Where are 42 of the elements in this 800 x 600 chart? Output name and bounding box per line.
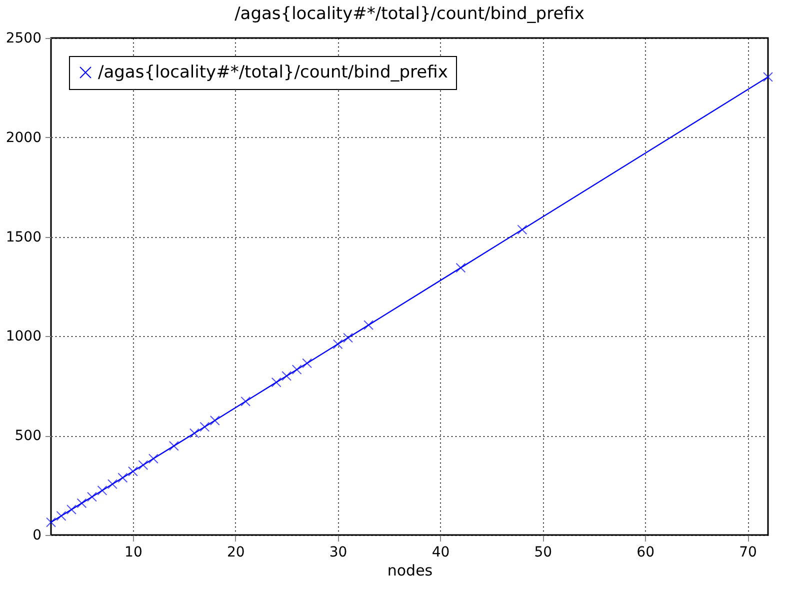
x-tick-label: 70 — [739, 544, 757, 560]
y-tick-label: 2000 — [6, 130, 42, 146]
y-tick-label: 500 — [14, 428, 42, 444]
point — [66, 504, 76, 515]
x-tick-label: 20 — [226, 544, 245, 560]
point — [148, 454, 158, 464]
legend-label: /agas{locality#*/total}/count/bind_prefix — [98, 62, 448, 82]
point — [189, 428, 200, 438]
point — [343, 332, 354, 343]
point — [282, 370, 292, 381]
x-tick-label: 30 — [329, 544, 348, 560]
point — [76, 498, 87, 508]
point — [200, 422, 210, 432]
y-tick-label: 1500 — [6, 229, 42, 246]
x-tick-label: 50 — [534, 544, 552, 560]
point — [56, 510, 66, 521]
point — [210, 416, 220, 426]
point — [292, 364, 302, 375]
point — [118, 472, 128, 483]
x-tick-label: 60 — [636, 544, 654, 560]
point — [46, 517, 56, 528]
point — [138, 460, 148, 470]
x-tick-label: 10 — [124, 544, 142, 560]
y-tick-label: 0 — [32, 528, 42, 544]
point — [302, 358, 312, 368]
chart-title: /agas{locality#*/total}/count/bind_prefix — [234, 4, 584, 24]
point — [517, 224, 528, 235]
point — [97, 485, 108, 496]
point — [168, 440, 179, 451]
point — [128, 466, 138, 476]
point — [763, 72, 773, 82]
x-tick-label: 40 — [432, 544, 450, 560]
point — [271, 377, 282, 388]
point — [107, 479, 118, 490]
point — [332, 339, 343, 350]
x-axis-title: nodes — [387, 562, 433, 580]
point — [364, 320, 374, 330]
y-tick-label: 1000 — [6, 328, 42, 345]
point — [87, 492, 97, 502]
y-tick-label: 2500 — [6, 30, 42, 46]
point — [240, 396, 251, 406]
point — [456, 262, 466, 273]
